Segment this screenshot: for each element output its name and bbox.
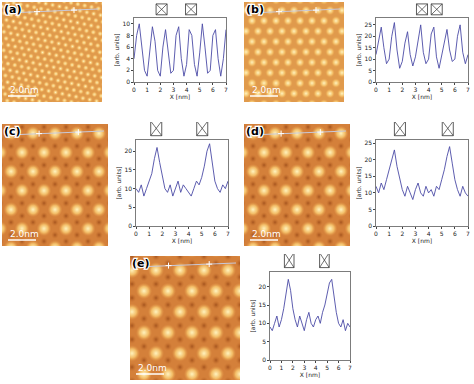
svg-text:1: 1	[145, 86, 149, 93]
svg-text:2: 2	[158, 86, 162, 93]
svg-text:3: 3	[172, 86, 176, 93]
svg-text:(d): (d)	[246, 125, 264, 138]
svg-text:6: 6	[337, 364, 341, 371]
svg-text:6: 6	[211, 86, 215, 93]
svg-text:(b): (b)	[246, 3, 264, 16]
svg-text:4: 4	[314, 364, 318, 371]
svg-text:10: 10	[122, 20, 130, 27]
svg-text:5: 5	[368, 67, 372, 74]
svg-text:(c): (c)	[4, 125, 21, 138]
svg-text:15: 15	[258, 301, 266, 308]
svg-text:5: 5	[368, 206, 372, 213]
svg-text:4: 4	[126, 55, 130, 62]
svg-text:2: 2	[400, 230, 404, 237]
svg-text:20: 20	[124, 147, 132, 154]
svg-text:1: 1	[280, 364, 284, 371]
svg-text:7: 7	[348, 364, 352, 371]
svg-text:3: 3	[414, 86, 418, 93]
svg-text:X [nm]: X [nm]	[412, 93, 432, 100]
svg-text:4: 4	[427, 86, 431, 93]
svg-text:2.0nm: 2.0nm	[10, 229, 39, 239]
svg-text:[arb. units]: [arb. units]	[113, 33, 120, 66]
svg-text:5: 5	[262, 338, 266, 345]
svg-text:0: 0	[134, 230, 138, 237]
svg-text:0: 0	[132, 86, 136, 93]
svg-text:1: 1	[387, 86, 391, 93]
svg-text:X [nm]: X [nm]	[170, 93, 190, 100]
svg-text:3: 3	[414, 230, 418, 237]
svg-text:0: 0	[368, 78, 372, 85]
svg-text:4: 4	[187, 230, 191, 237]
svg-text:0: 0	[268, 364, 272, 371]
svg-text:8: 8	[126, 32, 130, 39]
svg-text:[arb. units]: [arb. units]	[355, 33, 362, 66]
svg-text:15: 15	[124, 166, 132, 173]
svg-text:0: 0	[126, 78, 130, 85]
svg-text:25: 25	[364, 21, 372, 28]
svg-text:10: 10	[364, 189, 372, 196]
svg-text:5: 5	[198, 86, 202, 93]
svg-text:15: 15	[364, 44, 372, 51]
svg-text:20: 20	[364, 156, 372, 163]
svg-text:(e): (e)	[132, 257, 150, 270]
svg-text:1: 1	[387, 230, 391, 237]
svg-text:[arb. units]: [arb. units]	[115, 166, 122, 199]
svg-text:5: 5	[200, 230, 204, 237]
svg-text:0: 0	[374, 230, 378, 237]
svg-text:2: 2	[400, 86, 404, 93]
svg-text:10: 10	[364, 55, 372, 62]
svg-text:4: 4	[427, 230, 431, 237]
svg-text:1: 1	[147, 230, 151, 237]
svg-text:2: 2	[160, 230, 164, 237]
svg-text:2.0nm: 2.0nm	[138, 363, 167, 373]
svg-text:4: 4	[185, 86, 189, 93]
svg-text:25: 25	[364, 139, 372, 146]
svg-text:2: 2	[291, 364, 295, 371]
svg-text:2.0nm: 2.0nm	[252, 229, 281, 239]
svg-text:X [nm]: X [nm]	[412, 237, 432, 244]
svg-text:[arb. units]: [arb. units]	[249, 299, 256, 332]
svg-text:X [nm]: X [nm]	[300, 371, 320, 378]
svg-text:10: 10	[124, 185, 132, 192]
svg-text:[arb. units]: [arb. units]	[355, 166, 362, 199]
svg-text:6: 6	[213, 230, 217, 237]
svg-text:3: 3	[174, 230, 178, 237]
svg-text:0: 0	[262, 356, 266, 363]
svg-text:X [nm]: X [nm]	[172, 237, 192, 244]
svg-text:0: 0	[128, 222, 132, 229]
svg-text:2.0nm: 2.0nm	[10, 85, 39, 95]
svg-text:5: 5	[128, 203, 132, 210]
svg-text:6: 6	[453, 230, 457, 237]
svg-text:5: 5	[325, 364, 329, 371]
svg-text:6: 6	[126, 43, 130, 50]
svg-text:0: 0	[368, 222, 372, 229]
svg-text:3: 3	[302, 364, 306, 371]
svg-text:15: 15	[364, 172, 372, 179]
svg-text:2.0nm: 2.0nm	[252, 85, 281, 95]
svg-text:2: 2	[126, 66, 130, 73]
svg-text:20: 20	[258, 283, 266, 290]
svg-text:7: 7	[224, 86, 228, 93]
svg-text:7: 7	[466, 230, 470, 237]
svg-text:7: 7	[466, 86, 470, 93]
svg-text:0: 0	[374, 86, 378, 93]
svg-text:5: 5	[440, 86, 444, 93]
svg-text:20: 20	[364, 32, 372, 39]
svg-text:10: 10	[258, 319, 266, 326]
svg-text:(a): (a)	[4, 3, 21, 16]
svg-text:7: 7	[226, 230, 230, 237]
svg-text:5: 5	[440, 230, 444, 237]
svg-text:6: 6	[453, 86, 457, 93]
